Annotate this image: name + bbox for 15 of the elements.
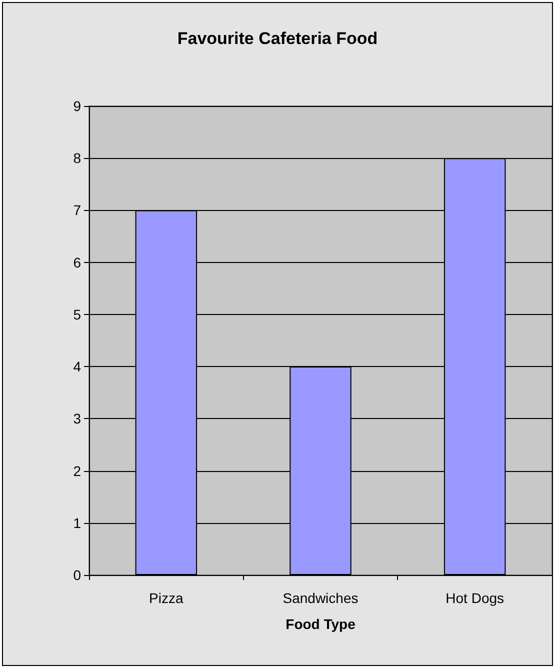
x-axis-title: Food Type [286, 616, 356, 632]
y-tick-label: 6 [73, 254, 82, 270]
y-tick-label: 7 [73, 202, 82, 218]
y-tick-label: 0 [73, 567, 82, 583]
x-tick-label: Pizza [149, 590, 184, 606]
chart-title: Favourite Cafeteria Food [177, 29, 378, 48]
x-tick-label: Sandwiches [282, 590, 358, 606]
x-tick-label: Hot Dogs [446, 590, 504, 606]
y-tick-label: 1 [73, 514, 82, 531]
y-tick-label: 5 [73, 306, 82, 322]
y-tick-label: 9 [73, 98, 82, 114]
y-tick-label: 4 [73, 358, 82, 375]
y-tick-label: 8 [73, 150, 82, 166]
y-tick-label: 2 [73, 462, 82, 479]
y-tick-label: 3 [73, 410, 82, 427]
